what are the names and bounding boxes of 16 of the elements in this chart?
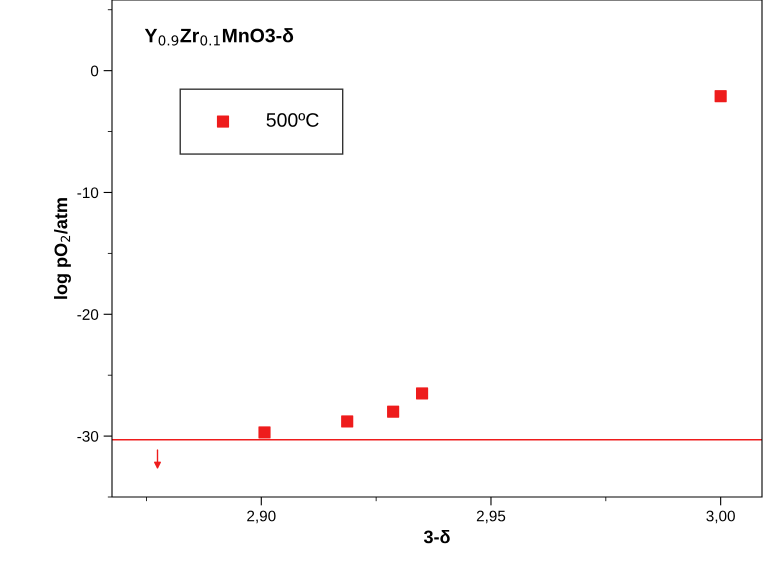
y-axis-title: log pO$_{2}$/atm bbox=[54, 198, 71, 299]
x-tick-label: 3,00 bbox=[706, 510, 735, 524]
legend-label: 500ºC bbox=[266, 113, 319, 127]
y-tick-label: -30 bbox=[77, 430, 98, 442]
x-tick-label: 2,95 bbox=[476, 510, 506, 524]
point bbox=[387, 406, 400, 418]
y-tick-label: -10 bbox=[77, 187, 98, 198]
x-tick-label: 2,90 bbox=[247, 510, 276, 524]
point bbox=[714, 90, 727, 102]
point bbox=[258, 426, 271, 439]
text: Y$_{0.9}$Zr$_{0.1}$MnO3-δ bbox=[144, 28, 294, 46]
x-axis-title: 3-δ bbox=[424, 530, 450, 544]
y-tick-label: 0 bbox=[90, 66, 98, 76]
point bbox=[341, 415, 354, 428]
point bbox=[416, 387, 428, 400]
y-tick-label: -20 bbox=[77, 309, 98, 320]
